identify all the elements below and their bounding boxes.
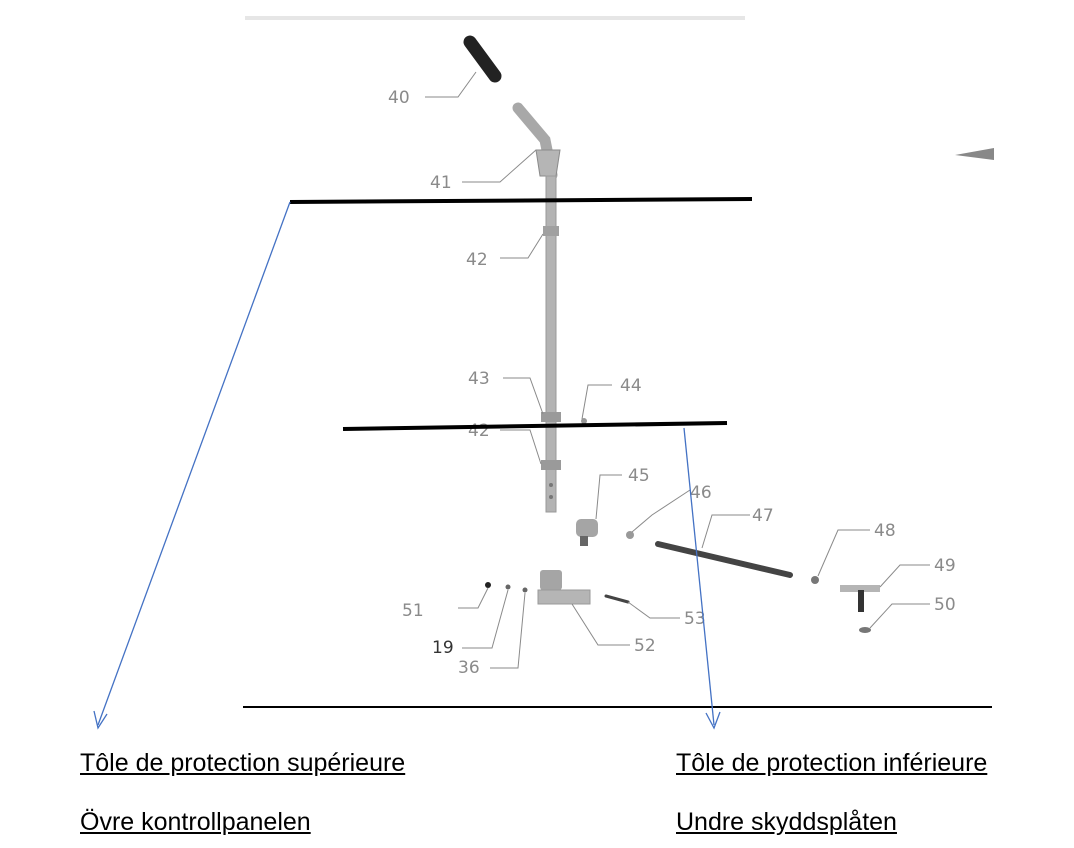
part-42-collar-upper	[543, 226, 559, 236]
part-50-bolt	[859, 627, 871, 633]
leader-46	[631, 489, 691, 533]
label-part-40: 40	[388, 88, 410, 108]
part-43-collar	[541, 412, 561, 422]
part-47-rod	[655, 541, 793, 578]
part-46-nut	[626, 531, 634, 539]
part-53-pin	[604, 594, 630, 604]
label-part-53: 53	[684, 609, 706, 629]
part-48-washer	[811, 576, 819, 584]
leader-52	[571, 603, 630, 646]
label-part-42-lower: 42	[468, 421, 490, 441]
shaft-hole-2	[549, 495, 553, 499]
part-52-bracket-top	[540, 570, 562, 590]
caption-lower-guard-french: Tôle de protection inférieure	[676, 749, 988, 777]
label-part-46: 46	[690, 483, 712, 503]
part-49-t-handle-stem	[858, 590, 864, 612]
caption-lower-guard-swedish: Undre skyddsplåten	[676, 808, 897, 836]
leader-36	[490, 592, 526, 669]
label-part-41: 41	[430, 173, 452, 193]
label-part-44: 44	[620, 376, 642, 396]
lower-guard-callout-line	[342, 421, 728, 431]
leader-47	[701, 514, 750, 549]
leader-42-upper	[500, 233, 544, 259]
leader-43	[503, 377, 544, 415]
leader-51	[458, 587, 489, 609]
part-44-bolt	[581, 418, 587, 424]
part-main-shaft	[545, 175, 557, 513]
leader-45	[595, 474, 622, 520]
part-36-dot	[522, 587, 528, 593]
leader-lines	[425, 71, 930, 669]
label-part-36: 36	[458, 658, 480, 678]
shaft-hole-1	[549, 483, 553, 487]
caption-upper-guard-french: Tôle de protection supérieure	[80, 749, 406, 777]
label-part-50: 50	[934, 595, 956, 615]
label-part-42-upper: 42	[466, 250, 488, 270]
label-part-49: 49	[934, 556, 956, 576]
label-part-45: 45	[628, 466, 650, 486]
part-49-t-handle-bar	[840, 585, 880, 592]
part-45-knob-stem	[580, 536, 588, 546]
part-51-dot	[485, 582, 491, 588]
part-45-knob	[576, 519, 598, 537]
label-part-43: 43	[468, 369, 490, 389]
label-part-52: 52	[634, 636, 656, 656]
upper-guard-arrow	[97, 201, 291, 726]
leader-41	[462, 149, 537, 183]
label-part-47: 47	[752, 506, 774, 526]
upper-guard-arrowhead	[93, 710, 108, 730]
label-part-19: 19	[432, 638, 454, 658]
part-41-clamp	[535, 149, 561, 177]
leader-53	[627, 601, 680, 619]
part-52-bracket-base	[537, 589, 591, 605]
leader-42-lower	[500, 429, 542, 465]
leader-49	[879, 564, 930, 588]
label-part-51: 51	[402, 601, 424, 621]
lower-guard-arrow	[683, 427, 715, 726]
leader-48	[817, 529, 870, 577]
label-part-48: 48	[874, 521, 896, 541]
leader-44	[581, 384, 612, 420]
leader-50	[869, 603, 930, 629]
part-42-collar-lower	[541, 460, 561, 470]
part-partial-right	[955, 148, 994, 160]
lower-guard-arrowhead	[705, 711, 721, 730]
leader-40	[425, 71, 477, 98]
part-19-dot	[505, 584, 511, 590]
leader-19	[462, 589, 509, 649]
caption-upper-guard-swedish: Övre kontrollpanelen	[80, 808, 311, 836]
upper-guard-callout-line	[289, 197, 753, 204]
part-40-grip	[463, 35, 502, 83]
